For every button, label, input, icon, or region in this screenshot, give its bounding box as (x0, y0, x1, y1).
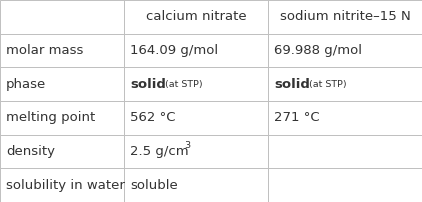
Bar (268, 101, 422, 135)
Bar (124, 34, 268, 67)
Bar (124, 101, 268, 135)
Bar (0, 67, 124, 101)
Text: (at STP): (at STP) (306, 80, 346, 89)
Bar (124, 67, 268, 101)
Bar (0, 135, 124, 168)
Text: 69.988 g/mol: 69.988 g/mol (274, 44, 362, 57)
Text: melting point: melting point (6, 111, 95, 124)
Bar (0, 34, 124, 67)
Bar (268, 0, 422, 34)
Bar (124, 135, 268, 168)
Bar (268, 168, 422, 202)
Text: density: density (6, 145, 55, 158)
Bar (0, 168, 124, 202)
Bar (0, 101, 124, 135)
Text: solubility in water: solubility in water (6, 179, 125, 192)
Text: 3: 3 (184, 141, 191, 150)
Bar (268, 135, 422, 168)
Text: 271 °C: 271 °C (274, 111, 319, 124)
Text: 2.5 g/cm: 2.5 g/cm (130, 145, 189, 158)
Text: 164.09 g/mol: 164.09 g/mol (130, 44, 219, 57)
Text: phase: phase (6, 78, 46, 91)
Text: calcium nitrate: calcium nitrate (146, 10, 246, 23)
Text: solid: solid (130, 78, 166, 91)
Bar (124, 168, 268, 202)
Text: sodium nitrite–15 N: sodium nitrite–15 N (280, 10, 410, 23)
Text: 562 °C: 562 °C (130, 111, 176, 124)
Text: solid: solid (274, 78, 310, 91)
Bar (268, 67, 422, 101)
Bar (124, 0, 268, 34)
Text: molar mass: molar mass (6, 44, 84, 57)
Bar (0, 0, 124, 34)
Bar (268, 34, 422, 67)
Text: (at STP): (at STP) (162, 80, 203, 89)
Text: soluble: soluble (130, 179, 178, 192)
